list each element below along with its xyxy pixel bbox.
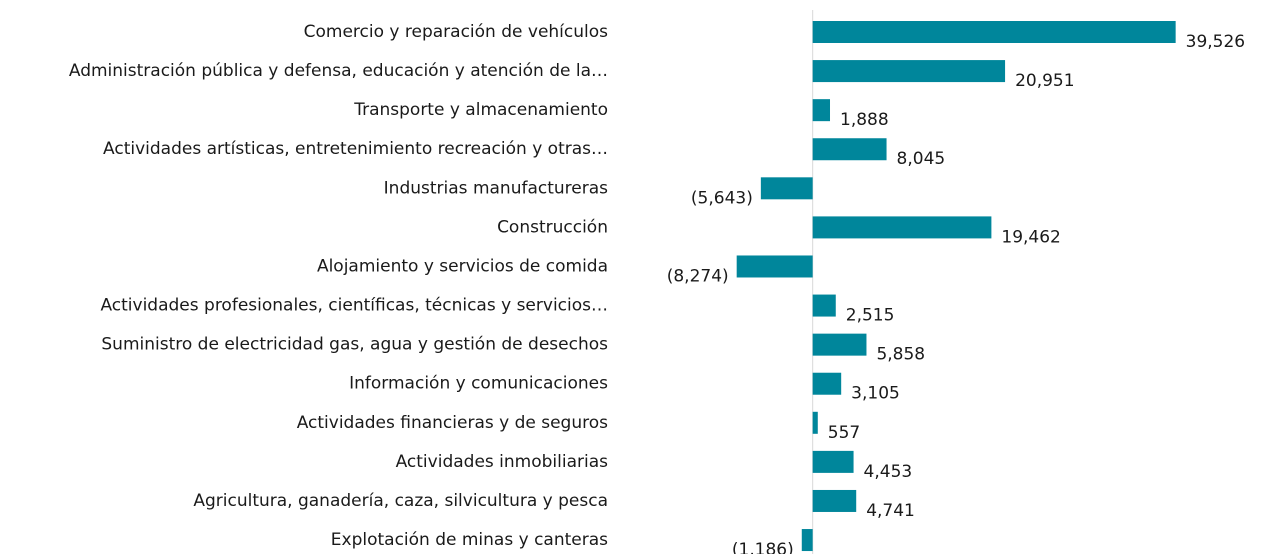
bar [812,333,867,356]
value-label: 4,741 [866,501,915,521]
bar [812,21,1176,43]
category-label: Actividades inmobiliarias [396,452,609,472]
value-label: 39,526 [1186,32,1245,52]
bar [812,372,842,395]
category-label: Información y comunicaciones [349,374,608,394]
bar [760,177,813,200]
category-label: Suministro de electricidad gas, agua y g… [101,335,608,355]
category-label: Comercio y reparación de vehículos [304,22,608,42]
category-label: Administración pública y defensa, educac… [69,61,608,81]
value-label: (8,274) [667,266,729,286]
value-label: (1,186) [732,540,794,554]
category-label: Construcción [497,217,608,237]
bar [812,294,836,317]
value-label: 557 [828,423,860,443]
value-label: (5,643) [691,188,753,208]
category-label: Transporte y almacenamiento [353,100,608,120]
bar [812,99,831,122]
value-label: 4,453 [864,462,913,482]
bar [812,411,818,434]
value-label: 3,105 [851,384,900,404]
bar [736,255,813,278]
category-label: Explotación de minas y canteras [331,530,608,550]
category-label: Alojamiento y servicios de comida [317,256,608,276]
bar [812,216,992,239]
value-label: 5,858 [876,345,925,365]
category-label: Industrias manufactureras [384,178,608,198]
bar [812,489,857,512]
bar [812,138,887,161]
category-label: Agricultura, ganadería, caza, silvicultu… [193,491,608,511]
bar [812,450,854,473]
value-label: 8,045 [897,149,946,169]
value-label: 1,888 [840,110,889,130]
bar [812,60,1006,83]
value-label: 19,462 [1001,227,1060,247]
category-label: Actividades profesionales, científicas, … [100,296,608,316]
value-label: 20,951 [1015,71,1074,91]
value-label: 2,515 [846,306,895,326]
bar [801,529,813,552]
category-label: Actividades financieras y de seguros [297,413,608,433]
category-label: Actividades artísticas, entretenimiento … [103,139,608,159]
